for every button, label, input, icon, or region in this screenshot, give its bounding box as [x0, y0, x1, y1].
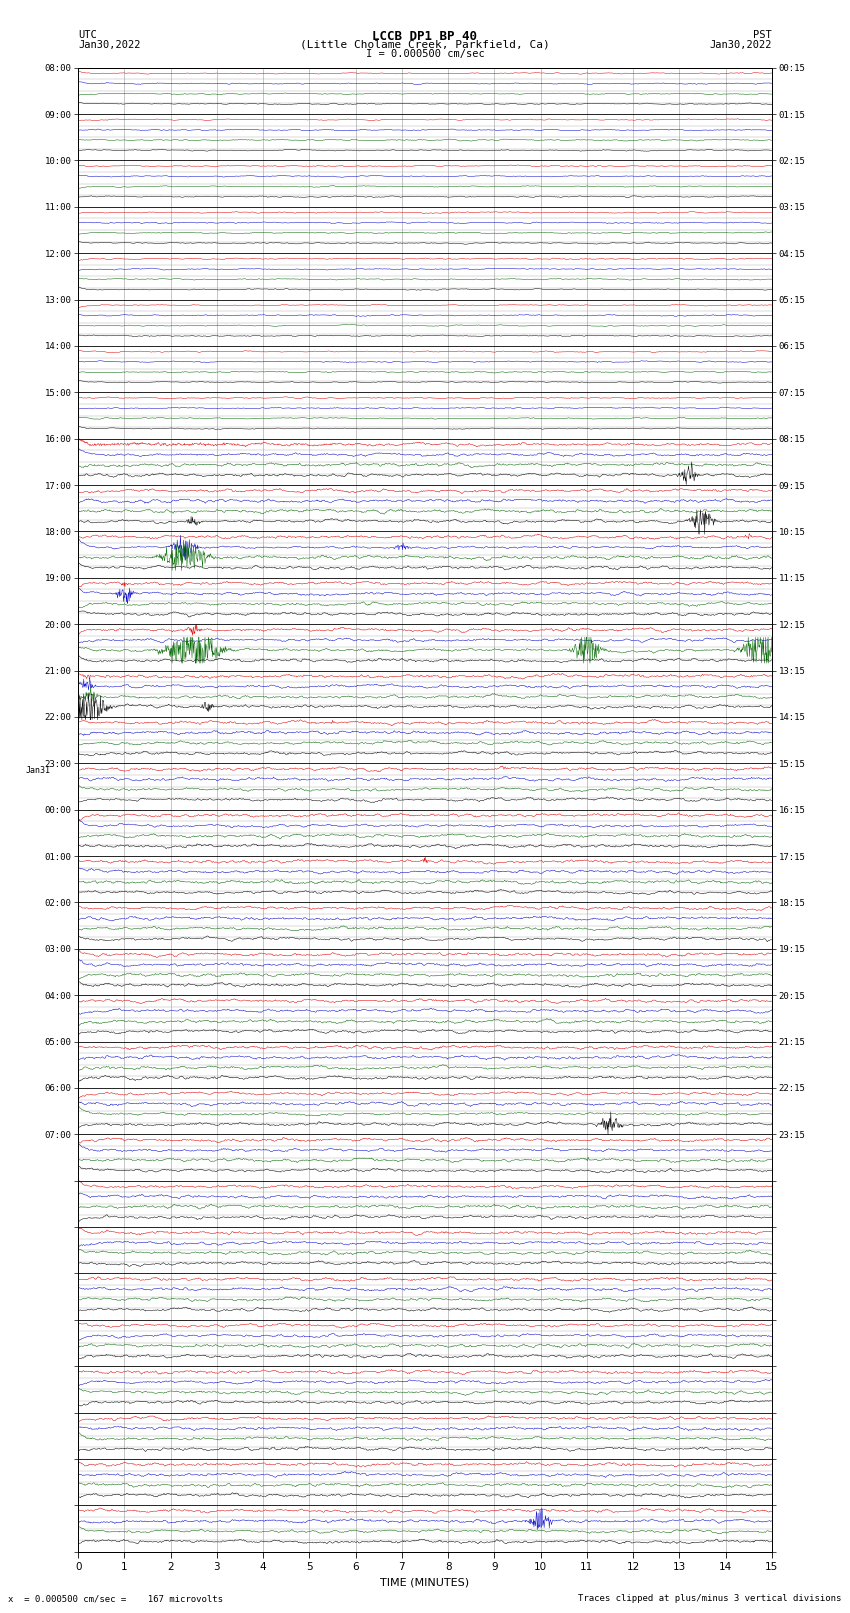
Text: Traces clipped at plus/minus 3 vertical divisions: Traces clipped at plus/minus 3 vertical …: [578, 1594, 842, 1603]
Text: PST: PST: [753, 31, 772, 40]
X-axis label: TIME (MINUTES): TIME (MINUTES): [381, 1578, 469, 1587]
Text: x  = 0.000500 cm/sec =    167 microvolts: x = 0.000500 cm/sec = 167 microvolts: [8, 1594, 224, 1603]
Text: (Little Cholame Creek, Parkfield, Ca): (Little Cholame Creek, Parkfield, Ca): [300, 39, 550, 50]
Text: UTC: UTC: [78, 31, 97, 40]
Text: Jan31: Jan31: [26, 766, 50, 774]
Text: Jan30,2022: Jan30,2022: [78, 39, 141, 50]
Text: I = 0.000500 cm/sec: I = 0.000500 cm/sec: [366, 50, 484, 60]
Text: LCCB DP1 BP 40: LCCB DP1 BP 40: [372, 31, 478, 44]
Text: Jan30,2022: Jan30,2022: [709, 39, 772, 50]
